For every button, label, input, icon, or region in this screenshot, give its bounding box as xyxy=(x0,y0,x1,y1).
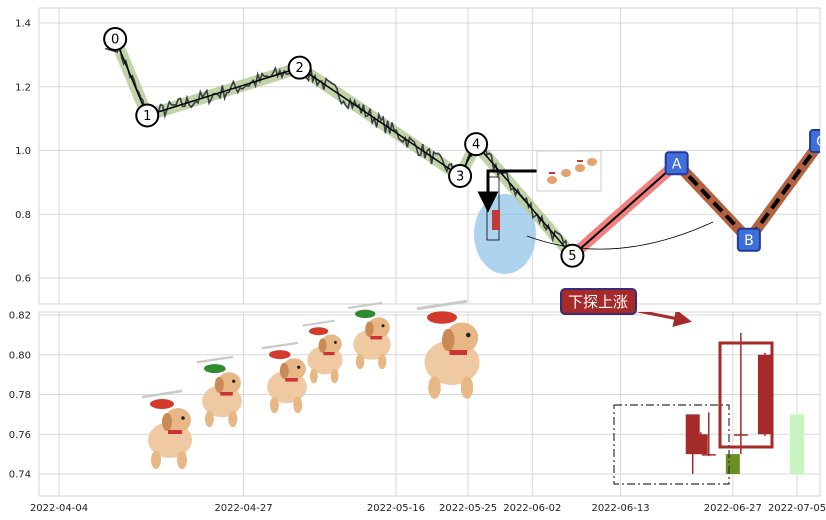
wave-point-label: 3 xyxy=(456,170,464,185)
y-tick-label: 0.74 xyxy=(9,470,31,481)
y-tick-label: 0.82 xyxy=(9,311,31,322)
x-tick-label: 2022-04-27 xyxy=(214,503,272,514)
price-y-ticks: 0.6 0.8 1.0 1.2 1.4 xyxy=(15,19,31,285)
y-tick-label: 1.4 xyxy=(15,19,31,30)
candle xyxy=(790,414,804,474)
y-tick-label: 0.6 xyxy=(15,274,31,285)
y-tick-label: 1.2 xyxy=(15,82,31,93)
wave-point-2: 2 xyxy=(289,57,311,79)
wave-point-label: 4 xyxy=(472,138,480,153)
candle xyxy=(694,432,708,454)
y-tick-label: 1.0 xyxy=(15,146,31,157)
projection-point-B: B xyxy=(738,229,760,251)
x-tick-label: 2022-06-13 xyxy=(591,503,649,514)
x-tick-label: 2022-05-16 xyxy=(367,503,425,514)
candle xyxy=(758,353,772,436)
wave-point-0: 0 xyxy=(104,28,126,50)
x-ticks: 2022-04-04 2022-04-27 2022-05-16 2022-05-25… xyxy=(30,503,826,514)
y-tick-label: 0.76 xyxy=(9,430,31,441)
annotation-badge: 下探上涨 xyxy=(561,289,636,314)
wave-point-3: 3 xyxy=(449,165,471,187)
projection-point-label: C xyxy=(816,134,826,150)
projection-point-label: A xyxy=(672,156,682,172)
candle xyxy=(726,454,740,474)
y-tick-label: 0.80 xyxy=(9,350,31,361)
y-tick-label: 0.78 xyxy=(9,390,31,401)
wave-point-1: 1 xyxy=(136,104,158,126)
wave-point-label: 0 xyxy=(111,32,119,47)
price-panel: 0.6 0.8 1.0 1.2 1.4 0 1 2 3 4 5 A B C xyxy=(15,8,826,304)
wave-point-label: 2 xyxy=(296,61,304,76)
x-tick-label: 2022-06-27 xyxy=(704,503,762,514)
wave-point-5: 5 xyxy=(561,245,583,267)
wave-point-label: 1 xyxy=(143,109,151,124)
mini-candle xyxy=(492,210,500,230)
candle-y-ticks: 0.74 0.76 0.78 0.80 0.82 xyxy=(9,311,31,481)
projection-point-label: B xyxy=(744,233,754,249)
projection-point-A: A xyxy=(666,152,688,174)
x-tick-label: 2022-05-25 xyxy=(439,503,497,514)
candle-panel: 0.74 0.76 0.78 0.80 0.82 2022-04-04 2022-04-2… xyxy=(9,311,826,515)
annotation-text: 下探上涨 xyxy=(568,293,628,311)
projection-point-C: C xyxy=(810,130,826,152)
x-tick-label: 2022-04-04 xyxy=(30,503,88,514)
x-tick-label: 2022-06-02 xyxy=(503,503,561,514)
y-tick-label: 0.8 xyxy=(15,210,31,221)
x-tick-label: 2022-07-05 xyxy=(768,503,826,514)
wave-point-label: 5 xyxy=(568,249,576,264)
wave-point-4: 4 xyxy=(465,133,487,155)
